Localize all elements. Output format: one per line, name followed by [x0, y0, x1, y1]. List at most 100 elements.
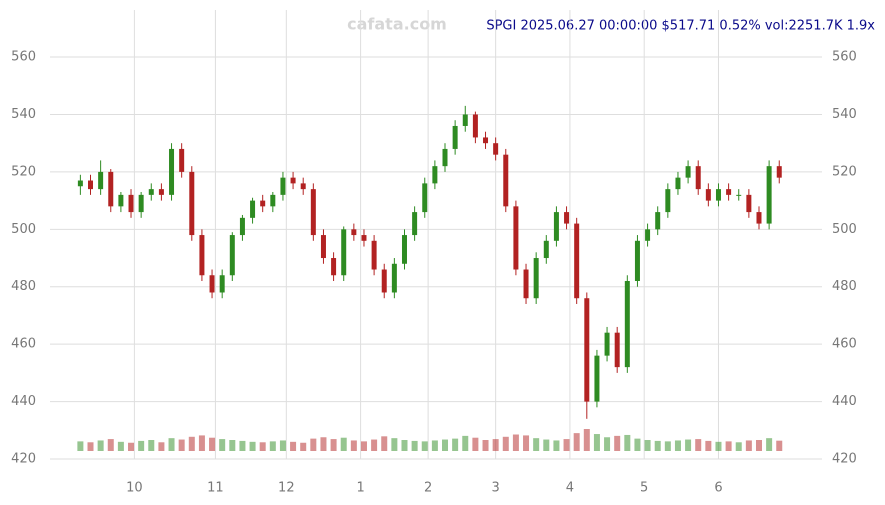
volume-bar [563, 439, 570, 451]
volume-bar [391, 438, 398, 451]
volume-bar [674, 440, 681, 451]
candle-body [331, 258, 337, 276]
volume-bar [310, 438, 317, 451]
volume-bar [300, 442, 307, 451]
volume-bar [209, 437, 216, 451]
volume-bar [583, 429, 590, 451]
candle-body [726, 189, 732, 195]
y-tick-label-right: 480 [832, 279, 857, 294]
candle-body [553, 212, 559, 241]
candle-body [533, 258, 539, 299]
volume-bar [178, 439, 185, 451]
candle-body [169, 148, 175, 195]
y-tick-label: 540 [11, 107, 36, 122]
candle-body [655, 212, 661, 230]
x-tick-label: 1 [356, 481, 364, 496]
candle-body [766, 166, 772, 224]
volume-bar [360, 441, 367, 451]
candle-body [351, 229, 357, 236]
volume-bar [117, 441, 124, 451]
x-tick-label: 12 [278, 481, 295, 496]
candle-body [574, 223, 580, 299]
volume-bar [158, 442, 165, 451]
candle-body [564, 212, 570, 224]
volume-bar [239, 440, 246, 451]
x-tick-label: 6 [714, 481, 722, 496]
volume-bar [725, 441, 732, 451]
candle-body [229, 235, 235, 276]
candle-body [290, 177, 296, 184]
candle-body [320, 235, 326, 259]
volume-bar [259, 442, 266, 451]
volume-bar [492, 439, 499, 451]
candle-body [513, 206, 519, 270]
volume-bar [482, 440, 489, 451]
y-tick-label: 480 [11, 279, 36, 294]
volume-bar [533, 438, 540, 451]
candle-body [341, 229, 347, 276]
candle-body [381, 269, 387, 293]
candle-body [634, 240, 640, 281]
volume-bar [654, 440, 661, 451]
candle-body [77, 180, 83, 187]
volume-bar [715, 441, 722, 451]
candle-body [391, 263, 397, 293]
y-tick-label: 500 [11, 222, 36, 237]
volume-bar [604, 437, 611, 451]
candle-body [280, 177, 286, 195]
volume-bar [766, 438, 773, 451]
candle-body [412, 212, 418, 236]
volume-bar [77, 441, 84, 451]
volume-bar [512, 434, 519, 451]
candle-body [361, 235, 367, 241]
volume-bar [695, 439, 702, 451]
candle-body [685, 166, 691, 178]
y-tick-label-right: 460 [832, 337, 857, 352]
candle-body [199, 235, 205, 276]
candle-body [746, 194, 752, 213]
candle-body [219, 275, 225, 293]
candle-body [432, 166, 438, 184]
volume-bar [735, 442, 742, 451]
volume-bar [148, 440, 155, 451]
volume-bar [411, 440, 418, 451]
volume-bar [462, 435, 469, 451]
volume-bar [614, 435, 621, 451]
candle-body [189, 171, 195, 236]
volume-bar [229, 440, 236, 451]
candle-body [300, 183, 306, 190]
volume-bar [198, 435, 205, 451]
volume-bar [330, 439, 337, 451]
candle-body [624, 280, 630, 368]
volume-bar [168, 438, 175, 451]
candle-body [250, 200, 256, 218]
volume-bar [685, 439, 692, 451]
y-tick-label: 420 [11, 452, 36, 467]
candle-body [493, 143, 499, 155]
candle-body [260, 200, 266, 207]
y-tick-label-right: 420 [832, 452, 857, 467]
volume-bar [340, 437, 347, 451]
candle-body [584, 298, 590, 402]
x-tick-label: 3 [492, 481, 500, 496]
y-tick-label-right: 540 [832, 107, 857, 122]
y-tick-label: 520 [11, 164, 36, 179]
candle-body [645, 229, 651, 241]
y-tick-label: 560 [11, 50, 36, 65]
candle-body [736, 194, 742, 196]
candle-body [462, 114, 468, 126]
volume-bar [452, 438, 459, 451]
candle-body [756, 212, 762, 224]
candle-body [270, 194, 276, 207]
watermark: cafata.com [347, 15, 447, 34]
volume-bar [705, 440, 712, 451]
volume-bar [290, 441, 297, 451]
volume-bar [371, 439, 378, 451]
volume-bar [472, 437, 479, 451]
candle-body [776, 166, 782, 178]
candle-body [543, 240, 549, 259]
candle-body [695, 166, 701, 190]
volume-bar [381, 436, 388, 451]
candle-body [179, 148, 185, 172]
